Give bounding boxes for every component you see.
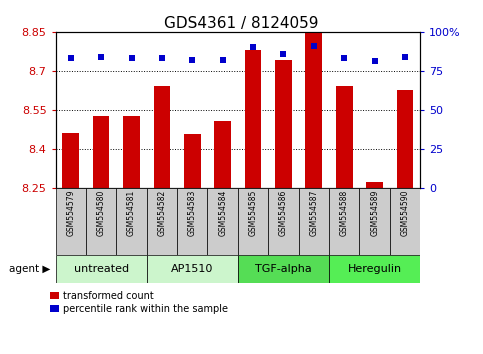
Bar [238, 188, 268, 255]
Bar [86, 188, 116, 255]
Text: GSM554583: GSM554583 [188, 190, 197, 236]
Bar [268, 188, 298, 255]
Text: TGF-alpha: TGF-alpha [255, 264, 312, 274]
Bar [397, 90, 413, 188]
Bar [329, 188, 359, 255]
Bar [147, 255, 238, 283]
Bar [305, 33, 322, 188]
Bar [298, 188, 329, 255]
Bar [245, 50, 261, 188]
Point [67, 56, 74, 61]
Bar [214, 121, 231, 188]
Point [97, 54, 105, 59]
Bar [238, 255, 329, 283]
Point [371, 59, 379, 64]
Text: agent ▶: agent ▶ [9, 264, 51, 274]
Bar [56, 188, 86, 255]
Text: GSM554588: GSM554588 [340, 190, 349, 236]
Text: GSM554586: GSM554586 [279, 190, 288, 236]
Bar [147, 188, 177, 255]
Bar [336, 86, 353, 188]
Text: GDS4361 / 8124059: GDS4361 / 8124059 [164, 16, 319, 31]
Bar [62, 133, 79, 188]
Point [158, 56, 166, 61]
Point [128, 56, 135, 61]
Bar [154, 86, 170, 188]
Bar [123, 116, 140, 188]
Text: GSM554581: GSM554581 [127, 190, 136, 236]
Bar [208, 188, 238, 255]
Text: GSM554580: GSM554580 [97, 190, 106, 236]
Point [219, 57, 227, 63]
Text: GSM554587: GSM554587 [309, 190, 318, 236]
Point [401, 54, 409, 59]
Text: GSM554590: GSM554590 [400, 190, 410, 236]
Text: AP1510: AP1510 [171, 264, 213, 274]
Point [310, 43, 318, 49]
Point [341, 56, 348, 61]
Bar [329, 255, 420, 283]
Bar [56, 255, 147, 283]
Bar [116, 188, 147, 255]
Bar [177, 188, 208, 255]
Bar [184, 135, 200, 188]
Text: untreated: untreated [73, 264, 128, 274]
Text: GSM554582: GSM554582 [157, 190, 167, 236]
Text: GSM554589: GSM554589 [370, 190, 379, 236]
Text: GSM554585: GSM554585 [249, 190, 257, 236]
Text: GSM554584: GSM554584 [218, 190, 227, 236]
Bar [366, 182, 383, 188]
Bar [275, 61, 292, 188]
Point [188, 57, 196, 63]
Legend: transformed count, percentile rank within the sample: transformed count, percentile rank withi… [46, 287, 232, 318]
Text: GSM554579: GSM554579 [66, 190, 75, 236]
Bar [359, 188, 390, 255]
Bar [93, 116, 110, 188]
Text: Heregulin: Heregulin [348, 264, 402, 274]
Bar [390, 188, 420, 255]
Point [249, 45, 257, 50]
Point [280, 51, 287, 57]
